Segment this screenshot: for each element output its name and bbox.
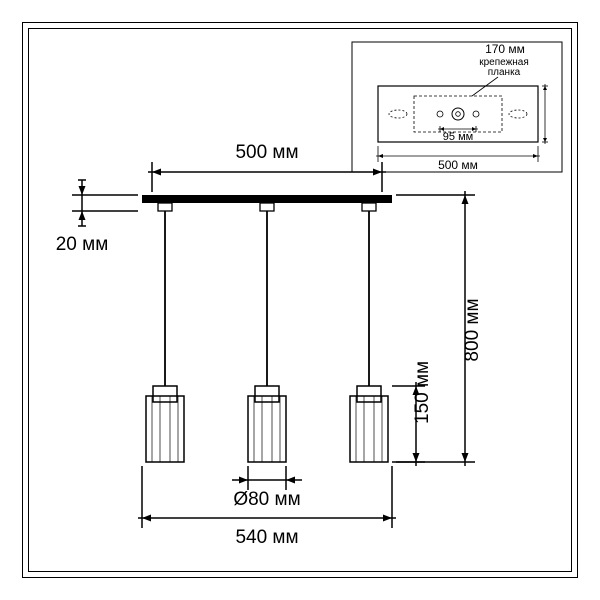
- dim-shade-label: 150 мм: [412, 361, 433, 424]
- shade-1: [146, 386, 184, 462]
- shade-2: [248, 386, 286, 462]
- inset-hole-spacing: 95 мм: [443, 131, 473, 143]
- dim-top-label: 500 мм: [235, 142, 298, 163]
- inset-panel: 170 мм крепежная планка 95: [352, 42, 562, 172]
- dim-right-800: 800 мм: [396, 191, 483, 466]
- dim-diameter-80: Ø80 мм: [232, 466, 302, 510]
- inset-bracket-label-2: планка: [488, 67, 521, 78]
- drawing-frame: 170 мм крепежная планка 95: [0, 0, 600, 600]
- dim-bottom-label: 540 мм: [235, 527, 298, 548]
- shade-3: [350, 386, 388, 462]
- inset-width-label: 500 мм: [438, 158, 478, 172]
- dim-total-label: 800 мм: [462, 298, 483, 361]
- dim-diameter-label: Ø80 мм: [233, 489, 300, 510]
- dim-left-label: 20 мм: [56, 234, 109, 255]
- dim-right-150: 150 мм: [392, 361, 433, 466]
- inset-depth-label: 170 мм: [485, 42, 525, 56]
- technical-drawing: 170 мм крепежная планка 95: [0, 0, 600, 600]
- dim-left-20: 20 мм: [56, 180, 138, 255]
- ceiling-bar: [142, 195, 392, 211]
- dim-top-500: 500 мм: [148, 142, 386, 192]
